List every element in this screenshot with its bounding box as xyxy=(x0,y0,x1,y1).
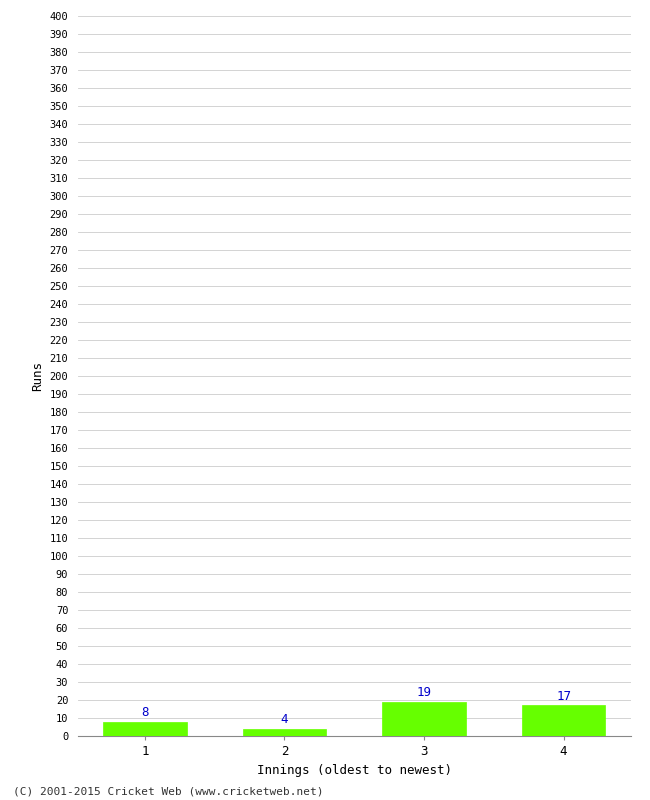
Bar xyxy=(522,706,605,736)
Text: (C) 2001-2015 Cricket Web (www.cricketweb.net): (C) 2001-2015 Cricket Web (www.cricketwe… xyxy=(13,786,324,796)
Bar xyxy=(103,722,187,736)
X-axis label: Innings (oldest to newest): Innings (oldest to newest) xyxy=(257,763,452,777)
Y-axis label: Runs: Runs xyxy=(31,361,44,391)
Text: 4: 4 xyxy=(281,713,288,726)
Bar xyxy=(242,729,326,736)
Bar xyxy=(382,702,466,736)
Text: 8: 8 xyxy=(141,706,149,719)
Text: 19: 19 xyxy=(417,686,432,699)
Text: 17: 17 xyxy=(556,690,571,702)
